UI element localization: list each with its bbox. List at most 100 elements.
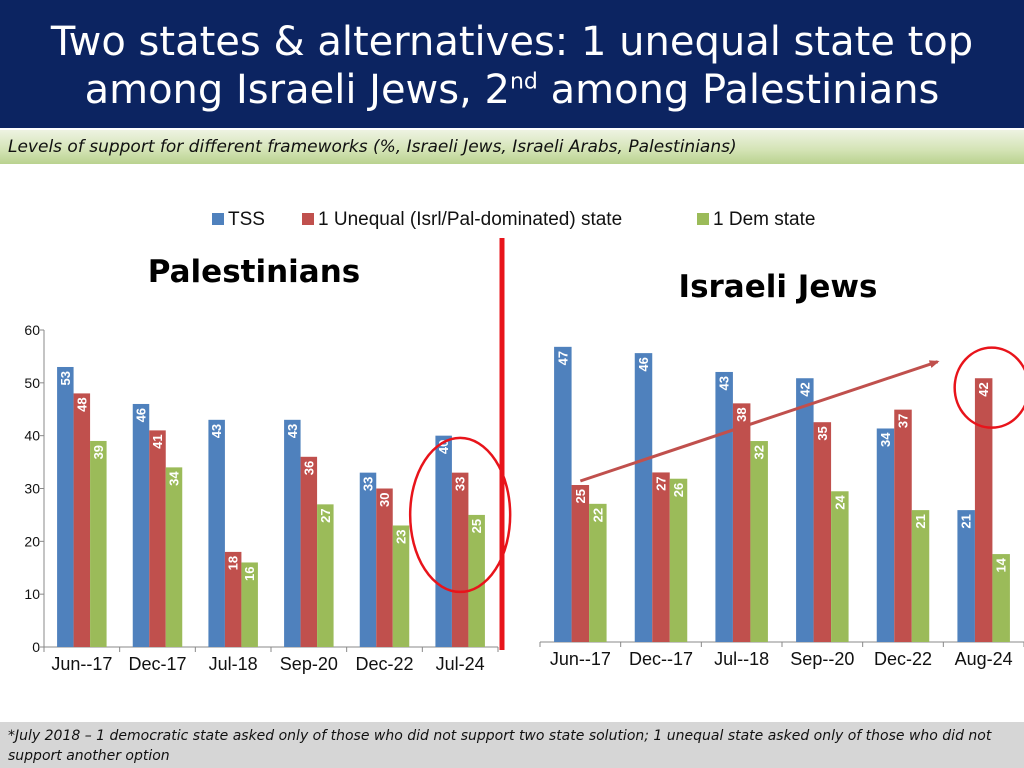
data-label: 47: [555, 351, 570, 365]
data-label: 46: [636, 357, 651, 371]
data-label: 33: [361, 477, 376, 491]
x-tick-label-jun-17: Jun--17: [550, 649, 611, 669]
data-label: 26: [671, 483, 686, 497]
bar-1-unequal-isrl-pal-dominated-state-jun-17: [571, 485, 590, 642]
bar-1-dem-state-dec-22: [392, 525, 410, 647]
data-label: 18: [226, 556, 241, 570]
bar-tss-jul-24: [435, 435, 452, 647]
x-tick-label-jul-18: Jul--18: [714, 649, 769, 669]
bar-tss-aug-24: [957, 510, 975, 642]
bar-1-unequal-isrl-pal-dominated-state-dec-22: [894, 409, 912, 642]
y-tick-label: 0: [32, 639, 40, 655]
data-label: 27: [654, 476, 669, 490]
data-label: 46: [134, 408, 149, 422]
bar-1-unequal-isrl-pal-dominated-state-dec-17: [149, 430, 166, 647]
bar-tss-jun-17: [554, 346, 572, 642]
bar-tss-dec-22: [359, 472, 377, 647]
data-label: 36: [301, 461, 316, 475]
trend-arrow: [579, 360, 940, 483]
bar-1-dem-state-dec-22: [911, 510, 930, 642]
data-label: 43: [717, 376, 732, 390]
x-tick-label-sep-20: Sep-20: [280, 654, 338, 674]
data-label: 48: [74, 397, 89, 411]
data-label: 27: [318, 508, 333, 522]
annotations: [408, 238, 1024, 650]
bar-1-dem-state-jul-24: [468, 514, 485, 647]
legend-label-tss: TSS: [228, 209, 265, 230]
y-tick-label: 20: [24, 533, 40, 549]
data-label: 16: [242, 566, 257, 580]
x-tick-label-aug-24: Aug-24: [955, 649, 1013, 669]
title-line-1: Two states & alternatives: 1 unequal sta…: [50, 19, 974, 65]
data-label: 21: [959, 514, 974, 528]
data-label: 14: [994, 557, 1009, 572]
bar-1-dem-state-aug-24: [992, 554, 1010, 642]
legend-swatch-1-dem-state: [697, 213, 709, 225]
footnote-text: *July 2018 – 1 democratic state asked on…: [8, 728, 992, 764]
data-label: 39: [91, 445, 106, 459]
x-tick-label-dec-22: Dec-22: [874, 649, 932, 669]
annotation-circle-aug-24: [953, 346, 1024, 429]
data-label: 25: [469, 519, 484, 533]
data-label: 43: [209, 424, 224, 438]
x-tick-label-jun-17: Jun--17: [51, 654, 112, 674]
subtitle-bar: Levels of support for different framewor…: [0, 130, 1024, 164]
data-label: 32: [752, 445, 767, 459]
bar-1-dem-state-sep-20: [317, 504, 334, 647]
bar-1-unequal-isrl-pal-dominated-state-sep-20: [813, 422, 832, 642]
bar-1-dem-state-jun-17: [589, 503, 607, 642]
data-label: 35: [815, 426, 830, 440]
y-tick-label: 30: [24, 481, 40, 497]
y-tick-label: 40: [24, 428, 40, 444]
data-label: 30: [377, 493, 392, 507]
chart-title-israeli-jews: Israeli Jews: [679, 269, 878, 305]
bar-1-unequal-isrl-pal-dominated-state-dec-17: [652, 472, 670, 642]
bar-tss-jun-17: [57, 366, 74, 647]
x-tick-label-dec-22: Dec-22: [355, 654, 413, 674]
annotation-circle-jul-24: [408, 436, 512, 594]
legend-swatch-tss: [212, 213, 224, 225]
data-label: 42: [797, 382, 812, 396]
y-tick-label: 10: [24, 586, 40, 602]
data-label: 21: [913, 514, 928, 528]
title-line-2-start: among Israeli Jews, 2: [84, 67, 510, 113]
data-label: 38: [734, 407, 749, 421]
data-label: 43: [285, 424, 300, 438]
bar-tss-sep-20: [284, 419, 301, 647]
data-label: 33: [453, 477, 468, 491]
bar-1-dem-state-jun-17: [90, 440, 107, 647]
x-tick-label-sep-20: Sep--20: [790, 649, 854, 669]
bar-1-dem-state-dec-17: [669, 478, 688, 642]
charts-area: TSS 1 Unequal (Isrl/Pal-dominated) state 1…: [24, 209, 1024, 674]
data-label: 22: [590, 508, 605, 522]
legend-swatch-1-unequal-isrl-pal-dominated-state: [302, 213, 314, 225]
bar-tss-sep-20: [796, 378, 814, 642]
bar-tss-jul-18: [208, 419, 225, 647]
bar-1-unequal-isrl-pal-dominated-state-jul-18: [732, 403, 751, 642]
data-label: 24: [832, 495, 847, 510]
data-label: 23: [394, 529, 409, 543]
x-tick-label-dec-17: Dec-17: [128, 654, 186, 674]
bar-1-dem-state-jul-18: [241, 562, 258, 647]
bar-1-unequal-isrl-pal-dominated-state-jun-17: [73, 393, 91, 647]
data-label: 53: [58, 371, 73, 385]
data-label: 42: [976, 382, 991, 396]
bar-1-unequal-isrl-pal-dominated-state-dec-22: [376, 488, 393, 647]
legend-label-1-unequal-isrl-pal-dominated-state: 1 Unequal (Isrl/Pal-dominated) state: [318, 209, 622, 230]
data-label: 34: [878, 432, 893, 447]
bar-tss-jul-18: [715, 371, 733, 642]
x-tick-label-jul-24: Jul-24: [436, 654, 485, 674]
bar-1-unequal-isrl-pal-dominated-state-jul-24: [451, 472, 469, 647]
bar-tss-dec-22: [876, 428, 895, 642]
slide-title: Two states & alternatives: 1 unequal sta…: [0, 0, 1024, 128]
data-label: 41: [150, 434, 165, 448]
legend-label-1-dem-state: 1 Dem state: [713, 209, 815, 230]
bar-tss-dec-17: [132, 403, 150, 647]
title-line-2-end: among Palestinians: [537, 67, 940, 113]
data-label: 25: [573, 489, 588, 503]
bar-1-dem-state-jul-18: [750, 441, 768, 642]
bar-1-unequal-isrl-pal-dominated-state-jul-18: [224, 551, 242, 647]
y-tick-label: 60: [24, 322, 40, 338]
